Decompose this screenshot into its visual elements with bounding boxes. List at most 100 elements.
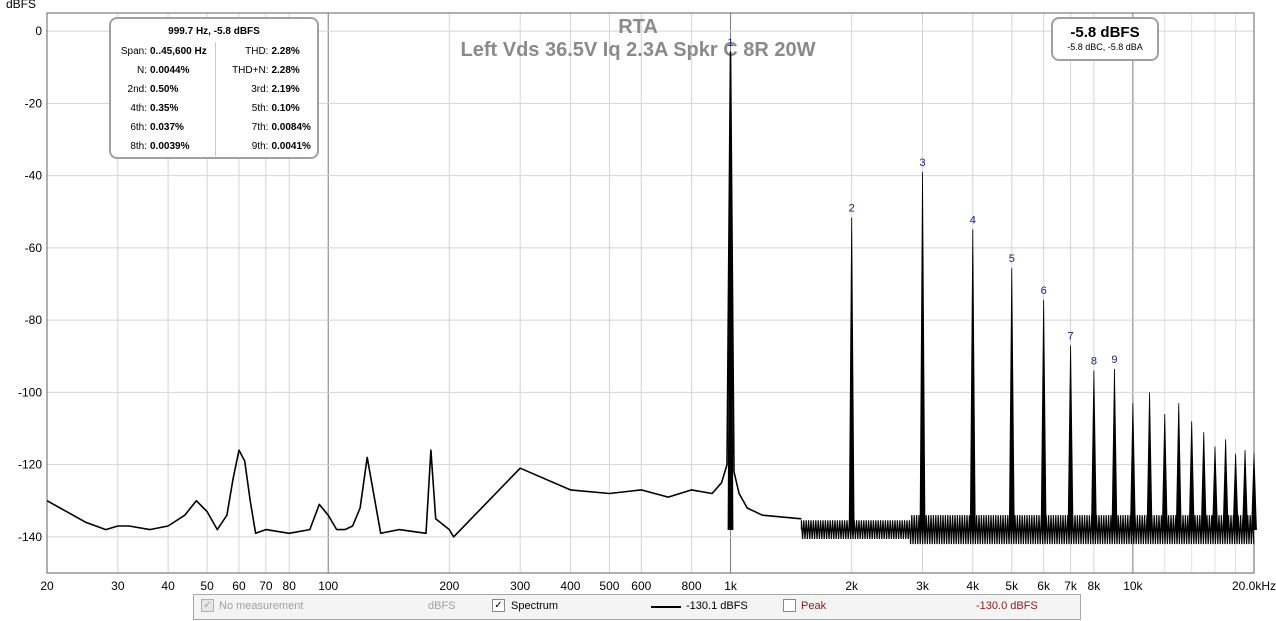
x-tick-label: 300: [510, 579, 530, 593]
x-tick-label: 5k: [1005, 579, 1019, 593]
x-tick-label: 20.0kHz: [1232, 579, 1276, 593]
x-tick-label: 60: [232, 579, 246, 593]
thd-key: 2nd:: [127, 84, 147, 95]
thd-value: 0.0044%: [150, 65, 190, 76]
level-sub: -5.8 dBC, -5.8 dBA: [1067, 42, 1143, 52]
spectrum-value: -130.1 dBFS: [686, 600, 748, 612]
harmonic-label: 8: [1091, 356, 1097, 368]
x-tick-label: 6k: [1037, 579, 1051, 593]
thd-value: 0..45,600 Hz: [150, 46, 207, 57]
x-tick-label: 10k: [1123, 579, 1143, 593]
no-measurement-checkbox[interactable]: ✓: [201, 599, 214, 612]
x-tick-label: 200: [439, 579, 459, 593]
thd-value: 0.0039%: [150, 141, 190, 152]
x-tick-label: 20: [40, 579, 54, 593]
thd-value: 0.0041%: [271, 141, 311, 152]
harmonic-spike: [969, 229, 976, 531]
x-tick-label: 4k: [966, 579, 980, 593]
thd-row: 2nd: 0.50% 3rd: 2.19%: [111, 80, 317, 99]
x-tick-labels: 20 30 40 50 60 70 80 100 200 300 400 500 600 800 1k 2k 3…: [40, 579, 1276, 593]
harmonic-spike: [1251, 453, 1257, 531]
chart-title: RTA: [618, 16, 658, 38]
x-tick-label: 3k: [916, 579, 930, 593]
thd-table: Span: 0..45,600 Hz THD: 2.28% N: 0.0044% THD+N…: [111, 42, 317, 156]
thd-value: 2.28%: [271, 65, 300, 76]
x-tick-label: 400: [560, 579, 580, 593]
harmonic-label: 4: [970, 214, 976, 226]
x-tick-label: 1k: [724, 579, 738, 593]
harmonic-label: 9: [1111, 354, 1117, 366]
harmonic-spike: [848, 217, 855, 531]
thd-key: 4th:: [130, 103, 147, 114]
thd-readout-box: 999.7 Hz, -5.8 dBFS Span: 0..45,600 Hz THD…: [109, 17, 319, 159]
x-tick-label: 600: [631, 579, 651, 593]
harmonic-labels: 1 2 3 4 5 6 7 8 9: [727, 37, 1117, 368]
harmonic-spike: [1129, 403, 1136, 531]
x-tick-label: 40: [161, 579, 175, 593]
thd-row: 6th: 0.037% 7th: 0.0084%: [111, 118, 317, 137]
thd-header: 999.7 Hz, -5.8 dBFS: [168, 26, 260, 37]
harmonic-spike: [1232, 453, 1239, 531]
y-tick-label: 0: [35, 24, 42, 38]
y-tick-label: -20: [25, 96, 43, 110]
thd-key: 3rd:: [215, 80, 272, 99]
level-main: -5.8 dBFS: [1070, 24, 1140, 41]
harmonic-spike: [1146, 392, 1153, 531]
x-tick-label: 50: [200, 579, 214, 593]
harmonic-spike: [1008, 268, 1015, 531]
harmonic-spike: [1175, 403, 1182, 531]
harmonic-label: 6: [1041, 285, 1047, 297]
harmonic-spike: [1222, 439, 1229, 531]
thd-row: N: 0.0044% THD+N: 2.28%: [111, 61, 317, 80]
x-tick-label: 8k: [1088, 579, 1102, 593]
thd-key: 5th:: [215, 99, 272, 118]
harmonic-spike: [727, 52, 734, 531]
thd-value: 0.50%: [150, 84, 179, 95]
y-tick-label: -140: [18, 530, 42, 544]
harmonic-spike: [1188, 421, 1195, 531]
peak-value: -130.0 dBFS: [976, 600, 1038, 612]
y-tick-label: -100: [18, 385, 42, 399]
spectrum-trace: [46, 51, 1257, 545]
harmonic-spike: [1067, 345, 1074, 531]
spectrum-checkbox[interactable]: ✓: [492, 599, 505, 612]
peak-checkbox[interactable]: [783, 599, 796, 612]
harmonic-spike: [1212, 446, 1218, 531]
thd-value: 0.037%: [150, 122, 184, 133]
thd-key: 9th:: [215, 137, 272, 156]
harmonic-spike: [1161, 414, 1168, 531]
thd-key: THD+N:: [215, 61, 272, 80]
peak-label: Peak: [801, 600, 827, 612]
plot-border: [46, 12, 1255, 574]
thd-value: 0.35%: [150, 103, 179, 114]
thd-value: 2.19%: [271, 84, 300, 95]
x-tick-label: 500: [599, 579, 619, 593]
thd-value: 0.0084%: [271, 122, 311, 133]
thd-key: Span:: [120, 46, 147, 57]
legend-bar: ✓ No measurement dBFS ✓ Spectrum -130.1 …: [193, 594, 1081, 620]
x-tick-label: 70: [259, 579, 273, 593]
x-tick-label: 800: [682, 579, 702, 593]
harmonic-label: 5: [1009, 253, 1015, 265]
thd-key: 8th:: [130, 141, 147, 152]
legend-unit: dBFS: [428, 600, 456, 612]
y-axis-label: dBFS: [6, 0, 36, 11]
x-tick-label: 7k: [1064, 579, 1078, 593]
spectrum-line: [46, 51, 802, 538]
x-tick-label: 80: [283, 579, 297, 593]
plot-frame: [46, 12, 1255, 574]
harmonic-spike: [1200, 432, 1207, 531]
thd-row: 8th: 0.0039% 9th: 0.0041%: [111, 137, 317, 156]
harmonic-spike: [919, 171, 926, 531]
level-readout-box: -5.8 dBFS -5.8 dBC, -5.8 dBA: [1051, 17, 1159, 61]
harmonic-spike: [1242, 450, 1248, 531]
thd-key: THD:: [215, 42, 272, 61]
thd-key: 6th:: [130, 122, 147, 133]
y-tick-label: -120: [18, 458, 42, 472]
harmonic-label: 1: [727, 37, 733, 49]
thd-key: N:: [137, 65, 147, 76]
y-tick-label: -80: [25, 313, 43, 327]
no-measurement-label: No measurement: [219, 600, 304, 612]
x-tick-label: 30: [111, 579, 125, 593]
